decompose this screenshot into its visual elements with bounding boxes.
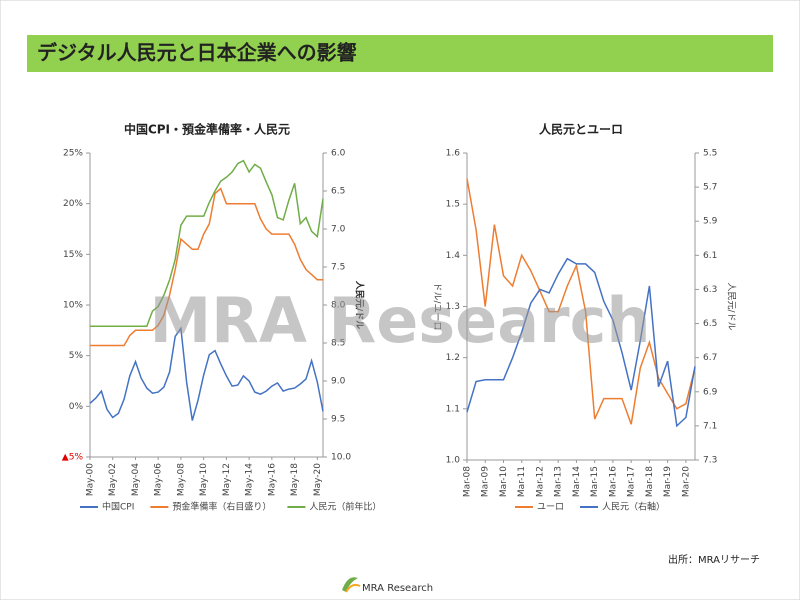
y-tick-label: 0% bbox=[69, 402, 84, 412]
y-tick-label: 10% bbox=[63, 301, 83, 311]
y-tick-label: 15% bbox=[63, 250, 83, 260]
y-tick-label: 1.2 bbox=[446, 353, 460, 363]
source: 出所：MRAリサーチ bbox=[668, 553, 760, 566]
legend-label: ユーロ bbox=[537, 503, 564, 513]
legend-label: 人民元（前年比） bbox=[309, 501, 381, 513]
x-tick-label: Mar-12 bbox=[535, 466, 545, 497]
y-tick-label: 1.1 bbox=[446, 404, 460, 414]
y2-tick-label: 6.1 bbox=[703, 251, 717, 261]
series-line bbox=[89, 326, 324, 421]
y2-tick-label: 6.3 bbox=[703, 285, 717, 295]
x-tick-label: May-12 bbox=[222, 463, 232, 496]
y-tick-label: 5% bbox=[69, 351, 84, 361]
charts: 中国CPI・預金準備率・人民元 ▲5% 0% 5% 10% 15% 20% 25% 6.0 6.5… bbox=[62, 122, 737, 513]
chart-title: 中国CPI・預金準備率・人民元 bbox=[124, 122, 290, 137]
x-tick-label: May-20 bbox=[313, 463, 323, 496]
y2-tick-label: 5.5 bbox=[703, 149, 717, 159]
x-tick-label: May-06 bbox=[154, 463, 164, 496]
x-tick-label: Mar-13 bbox=[554, 466, 564, 497]
x-tick-label: May-18 bbox=[290, 463, 300, 496]
y2-tick-label: 5.7 bbox=[703, 183, 717, 193]
logo-text: MRA Research bbox=[362, 583, 433, 594]
x-tick-label: Mar-19 bbox=[663, 466, 673, 497]
x-tick-label: Mar-10 bbox=[499, 466, 509, 497]
y-tick-label: 1.4 bbox=[446, 251, 461, 261]
y2-tick-label: 7.1 bbox=[703, 421, 717, 431]
y-tick-label: 20% bbox=[63, 199, 83, 209]
legend-label: 預金準備率（右目盛り） bbox=[172, 501, 271, 513]
chart-title: 人民元とユーロ bbox=[539, 122, 623, 137]
y2-tick-label: 10.0 bbox=[331, 453, 351, 463]
y2-tick-label: 6.5 bbox=[703, 319, 717, 329]
slide-title: デジタル人民元と日本企業への影響 bbox=[37, 41, 357, 65]
y2-tick-label: 9.0 bbox=[331, 377, 346, 387]
y-tick-label: 1.5 bbox=[446, 200, 460, 210]
x-tick-label: Mar-15 bbox=[590, 466, 600, 497]
series-line bbox=[90, 187, 323, 347]
x-tick-label: Mar-09 bbox=[481, 466, 491, 497]
y-tick-label: ▲5% bbox=[62, 453, 84, 463]
y2-tick-label: 7.3 bbox=[703, 456, 717, 466]
y2-tick-label: 5.9 bbox=[703, 217, 718, 227]
y2-tick-label: 6.9 bbox=[703, 387, 718, 397]
y-tick-label: 1.3 bbox=[446, 302, 460, 312]
x-tick-label: Mar-18 bbox=[645, 466, 655, 497]
x-tick-label: Mar-17 bbox=[627, 466, 637, 497]
logo-icon bbox=[342, 577, 361, 593]
x-tick-label: Mar-20 bbox=[681, 466, 691, 497]
x-tick-label: Mar-14 bbox=[572, 466, 582, 497]
y2-axis-label: 人民元/ドル bbox=[354, 280, 366, 329]
x-tick-label: May-16 bbox=[267, 463, 277, 496]
y2-tick-label: 6.0 bbox=[331, 149, 346, 159]
y-tick-label: 1.0 bbox=[446, 456, 461, 466]
series-line bbox=[90, 159, 324, 328]
y-tick-label: 1.6 bbox=[446, 149, 461, 159]
x-tick-label: Mar-16 bbox=[608, 466, 618, 497]
y-tick-label: 25% bbox=[63, 149, 83, 159]
y2-axis-label: 人民元/ドル bbox=[726, 282, 737, 330]
x-tick-label: May-02 bbox=[108, 463, 118, 496]
x-tick-label: May-00 bbox=[86, 463, 96, 496]
y2-tick-label: 6.5 bbox=[331, 187, 345, 197]
watermark: MRA Research bbox=[149, 284, 650, 357]
y2-tick-label: 7.5 bbox=[331, 263, 345, 273]
y2-tick-label: 8.0 bbox=[331, 301, 346, 311]
y2-tick-label: 7.0 bbox=[331, 225, 346, 235]
series-line bbox=[466, 257, 696, 428]
x-tick-label: May-14 bbox=[245, 463, 255, 496]
y-axis-label: ドル/ユーロ bbox=[432, 282, 442, 330]
y2-tick-label: 8.5 bbox=[331, 339, 345, 349]
title-bar bbox=[27, 35, 773, 72]
x-tick-label: May-08 bbox=[176, 463, 186, 496]
legend-label: 中国CPI bbox=[102, 501, 134, 513]
legend-label: 人民元（右軸） bbox=[602, 501, 665, 513]
x-tick-label: Mar-08 bbox=[463, 466, 473, 497]
x-tick-label: May-10 bbox=[199, 463, 209, 496]
x-tick-label: May-04 bbox=[131, 463, 141, 496]
x-tick-label: Mar-11 bbox=[517, 466, 527, 497]
y2-tick-label: 9.5 bbox=[331, 415, 345, 425]
y2-tick-label: 6.7 bbox=[703, 353, 717, 363]
